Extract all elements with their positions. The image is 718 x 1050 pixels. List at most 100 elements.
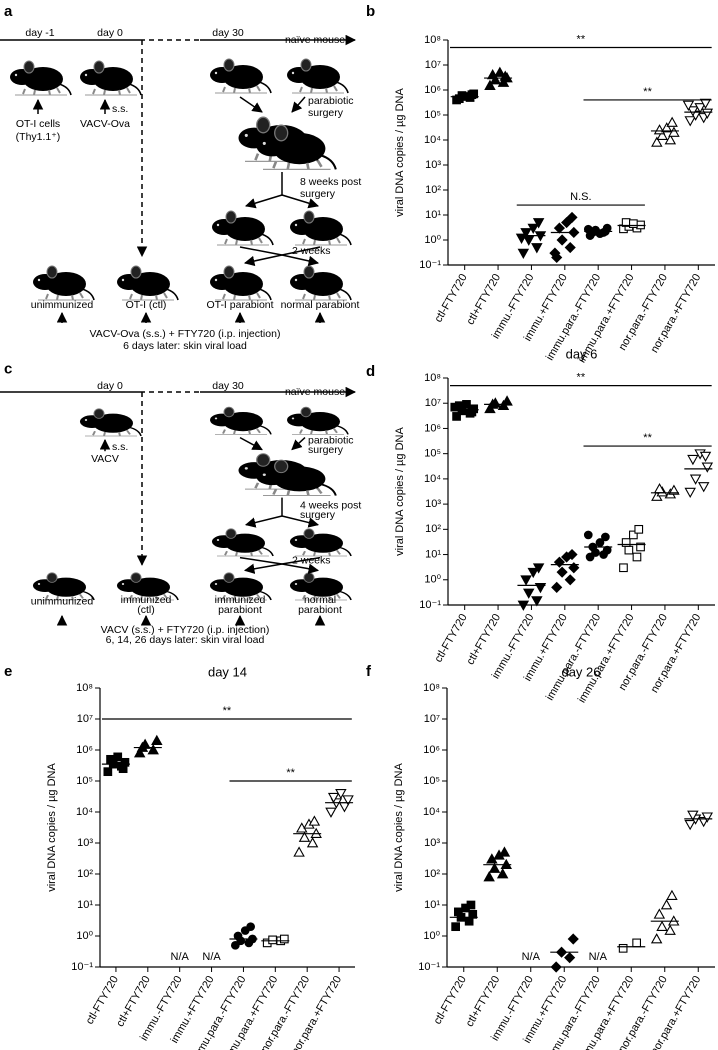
mouse-icon [79,407,142,437]
x-tick-label: ctl+FTY720 [464,974,503,1029]
diagram-label: surgery [308,107,344,119]
data-point [532,563,545,574]
data-point [656,129,668,140]
y-tick-label: 10⁶ [76,744,93,756]
data-point [489,74,502,85]
data-point [520,575,532,586]
y-tick-label: 10² [424,868,440,880]
arrow [281,246,321,256]
y-tick-label: 10¹ [425,548,441,560]
data-point [462,400,471,409]
na-label: N/A [522,951,541,963]
data-point [488,862,501,873]
chart-title: day 26 [561,664,600,679]
data-point [233,931,243,941]
y-tick-label: 10⁶ [424,84,441,96]
y-tick-label: 10⁸ [424,34,441,46]
data-point [484,79,496,90]
data-point [103,767,113,777]
panel-letter: c [4,361,12,378]
x-tick-label: ctl-FTY720 [433,612,470,665]
data-point [496,868,509,879]
data-point [147,744,159,755]
data-point [666,116,678,127]
mouse-icon [209,58,272,94]
significance-label: ** [223,705,232,717]
arrow [244,515,283,528]
data-point [327,792,340,804]
diagram-label: OT-I cells [16,118,60,130]
data-point [246,922,255,932]
arrow [244,194,283,209]
data-point [230,940,240,950]
y-tick-label: 10² [425,184,441,196]
y-tick-label: 10⁰ [424,234,441,246]
diagram-label: surgery [300,188,336,200]
diagram-label: parabiont [218,604,262,616]
data-point [523,588,535,599]
arrow [281,515,320,528]
y-tick-label: 10⁴ [424,134,441,146]
data-point [454,94,464,104]
data-point [694,103,706,114]
data-point [618,943,628,953]
data-point [451,922,461,932]
data-point [632,552,642,562]
y-tick-label: 10⁻¹ [419,599,441,611]
data-point [531,243,543,254]
data-point [453,907,463,917]
data-point [517,248,530,260]
arrow [281,194,320,209]
data-point [556,566,568,578]
y-tick-label: 10¹ [424,899,440,911]
data-point [279,934,289,944]
y-tick-label: 10⁵ [76,775,93,787]
diagram-label: 4 weeks post [300,499,361,511]
arrow [243,563,283,574]
panel-letter: d [366,363,375,380]
data-point [634,524,644,534]
y-tick-label: 10⁸ [76,682,93,694]
diagram-label: immunized [215,594,266,606]
diagram-label: parabiotic [308,95,354,107]
diagram-label: OT-I (ctl) [126,299,167,311]
data-point [564,574,576,586]
diagram-label: 6, 14, 26 days later: skin viral load [106,634,265,646]
y-tick-label: 10⁴ [424,473,441,485]
significance-label: ** [643,86,652,98]
na-label: N/A [202,951,221,963]
significance-label: N.S. [570,191,591,203]
diagram-label: 6 days later: skin viral load [123,340,247,352]
data-point [532,218,545,229]
data-point [494,66,506,77]
data-point [687,810,699,821]
y-axis-label: viral DNA copies / µg DNA [394,427,406,556]
y-tick-label: 10⁷ [424,713,440,725]
diagram-label: parabiotic [308,435,354,447]
data-point [689,474,702,485]
y-tick-label: 10³ [424,837,440,849]
data-point [520,228,532,239]
data-point [632,938,641,948]
diagram-label: day 0 [97,380,123,392]
y-tick-label: 10⁶ [423,744,440,756]
mouse-icon [286,406,349,436]
data-point [564,241,576,254]
data-point [701,462,714,473]
mouse-icon [32,265,95,301]
x-tick-label: ctl-FTY720 [432,974,469,1027]
data-point [699,98,712,110]
y-tick-label: 10⁵ [424,448,441,460]
mouse-icon [211,210,274,246]
diagram-label: naïve mouse [285,386,345,398]
y-tick-label: 10³ [77,837,93,849]
panel-letter: a [4,3,13,20]
data-point [466,900,476,910]
data-point [601,532,610,542]
diagram-label: normal parabiont [281,299,360,311]
y-tick-label: 10⁻¹ [418,961,440,973]
mouse-icon [9,60,72,96]
data-point [682,100,695,111]
diagram-label: parabiont [298,604,342,616]
significance-label: ** [643,432,652,444]
